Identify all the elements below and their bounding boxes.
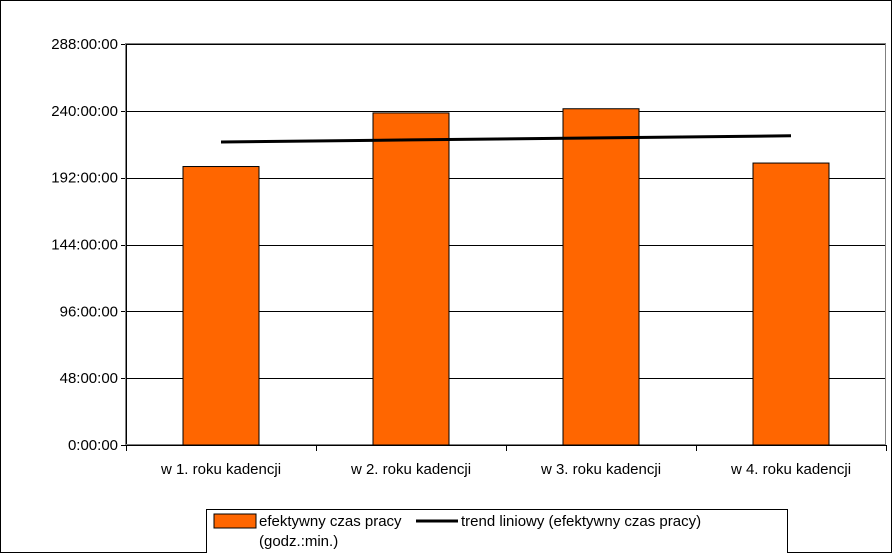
legend: efektywny czas pracy (godz.:min.) trend …	[206, 509, 788, 553]
y-tick-label: 0:00:00	[68, 437, 118, 454]
bars	[182, 108, 830, 446]
y-tick-label: 144:00:00	[51, 237, 118, 254]
bar	[752, 162, 830, 446]
y-tick-labels: 0:00:00 48:00:00 96:00:00 144:00:00 192:00:0…	[51, 36, 118, 454]
legend-trend-label: trend liniowy (efektywny czas pracy)	[461, 513, 701, 530]
y-tick-label: 192:00:00	[51, 170, 118, 187]
legend-bar-label: efektywny czas pracy	[259, 513, 402, 530]
x-tick-label: w 1. roku kadencji	[160, 461, 281, 478]
x-tick-label: w 4. roku kadencji	[730, 461, 851, 478]
bar	[562, 108, 640, 446]
y-tick-label: 96:00:00	[60, 303, 118, 320]
y-tick-label: 240:00:00	[51, 103, 118, 120]
trend-line-group	[220, 134, 792, 144]
bar	[372, 112, 450, 446]
plot-area-border	[125, 43, 886, 445]
legend-bar-label-unit: (godz.:min.)	[259, 533, 338, 550]
legend-bar-swatch	[213, 513, 257, 529]
legend-box	[206, 509, 788, 553]
x-tick-labels: w 1. roku kadencji w 2. roku kadencji w 3.…	[160, 461, 851, 478]
y-tick-label: 288:00:00	[51, 36, 118, 53]
trend-line	[220, 134, 792, 144]
x-tick-label: w 3. roku kadencji	[540, 461, 661, 478]
y-tick-label: 48:00:00	[60, 370, 118, 387]
bar	[182, 166, 260, 446]
x-tick-label: w 2. roku kadencji	[350, 461, 471, 478]
